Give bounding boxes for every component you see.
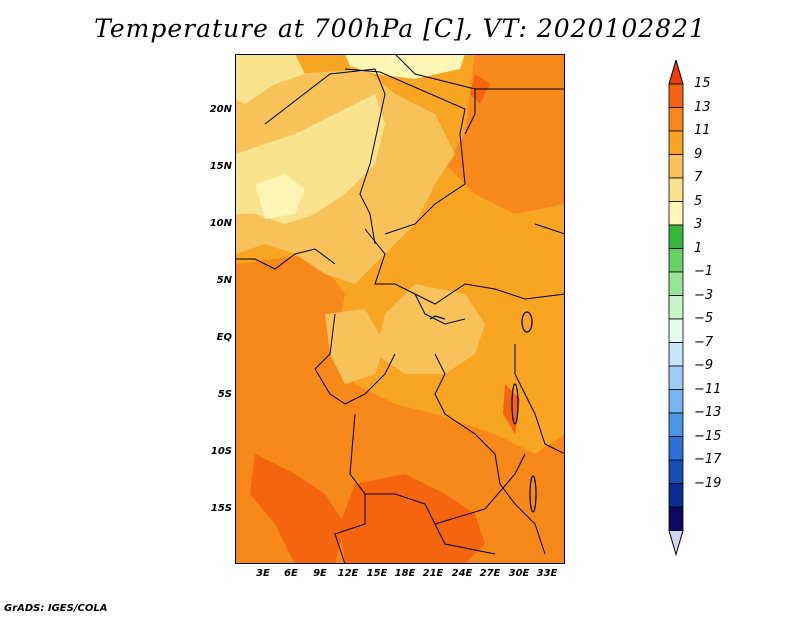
- colorbar-label: −19: [694, 475, 722, 491]
- field-7-9-gabon: [325, 309, 385, 384]
- lon-label-3e: 3E: [256, 568, 270, 579]
- lon-label-21e: 21E: [422, 568, 444, 579]
- colorbar-label: −9: [694, 358, 714, 373]
- lat-label-5n: 5N: [216, 275, 232, 286]
- colorbar-box: [668, 506, 684, 531]
- colorbar-box: [668, 436, 684, 461]
- lon-label-33e: 33E: [536, 568, 558, 579]
- country-borders: [235, 54, 565, 564]
- map-frame: [235, 54, 565, 564]
- colorbar-label: −1: [694, 264, 714, 279]
- colorbar-box: [668, 83, 684, 108]
- colorbar-label: −7: [694, 334, 714, 350]
- colorbar-label: 11: [694, 123, 711, 138]
- lat-label-20n: 20N: [209, 104, 232, 115]
- field-13-15-south: [340, 474, 485, 564]
- colorbar-label: 5: [694, 193, 703, 209]
- colorbar-box: [668, 295, 684, 320]
- lat-label-eq: EQ: [216, 332, 232, 343]
- colorbar-label: 3: [694, 217, 703, 232]
- colorbar-label: 1: [694, 240, 703, 256]
- colorbar-label: 13: [694, 99, 711, 115]
- colorbar-top-arrow: [668, 60, 684, 85]
- colorbar-box: [668, 412, 684, 437]
- lat-label-5s: 5S: [217, 389, 232, 400]
- colorbar-box: [668, 224, 684, 249]
- lon-label-6e: 6E: [284, 568, 298, 579]
- colorbar-label: −17: [694, 452, 722, 467]
- colorbar-label: −15: [694, 428, 722, 444]
- colorbar-label: −3: [694, 287, 714, 303]
- colorbar-box: [668, 342, 684, 367]
- colorbar-box: [668, 459, 684, 484]
- map-title: Temperature at 700hPa [C], VT: 202010282…: [94, 14, 706, 43]
- lat-label-10n: 10N: [209, 218, 232, 229]
- lakes: [429, 311, 537, 513]
- colorbar-box: [668, 201, 684, 226]
- colorbar-label: −13: [694, 405, 722, 420]
- lon-label-24e: 24E: [451, 568, 473, 579]
- colorbar-box: [668, 130, 684, 155]
- lon-label-18e: 18E: [394, 568, 416, 579]
- lat-label-15n: 15N: [209, 161, 232, 172]
- colorbar-bottom-arrow: [668, 530, 684, 557]
- colorbar-box: [668, 318, 684, 343]
- colorbar-box: [668, 389, 684, 414]
- map-canvas: [235, 54, 565, 564]
- colorbar-box: [668, 365, 684, 390]
- field-11-13: [235, 254, 565, 564]
- colorbar-box: [668, 248, 684, 273]
- colorbar-label: 9: [694, 146, 703, 162]
- colorbar-box: [668, 271, 684, 296]
- colorbar-label: 7: [694, 170, 703, 185]
- grads-credit: GrADS: IGES/COLA: [4, 603, 108, 614]
- field-13-15-west: [250, 454, 345, 564]
- lon-label-9e: 9E: [313, 568, 327, 579]
- colorbar-label: −11: [694, 381, 722, 397]
- lon-label-30e: 30E: [508, 568, 530, 579]
- colorbar-box: [668, 107, 684, 132]
- colorbar: [668, 60, 684, 557]
- field-3-5-west: [255, 174, 305, 219]
- colorbar-label: 15: [694, 76, 711, 91]
- lon-label-12e: 12E: [337, 568, 359, 579]
- field-5-7-corner: [235, 54, 305, 104]
- colorbar-box: [668, 177, 684, 202]
- colorbar-label: −5: [694, 311, 714, 326]
- field-7-9-basin: [375, 284, 485, 374]
- temperature-map: [235, 54, 565, 564]
- colorbar-box: [668, 154, 684, 179]
- lat-label-10s: 10S: [210, 446, 232, 457]
- lat-label-15s: 15S: [210, 503, 232, 514]
- lon-label-15e: 15E: [366, 568, 388, 579]
- colorbar-box: [668, 483, 684, 508]
- field-3-5-north: [345, 54, 465, 79]
- lon-label-27e: 27E: [479, 568, 501, 579]
